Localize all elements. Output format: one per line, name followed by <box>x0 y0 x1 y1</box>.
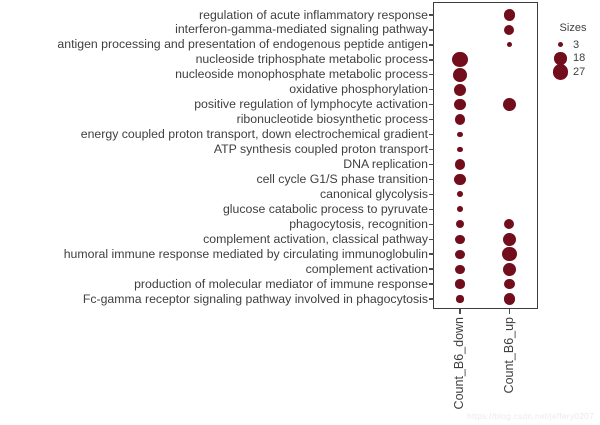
category-label: ATP synthesis coupled proton transport <box>213 142 428 157</box>
watermark-text: https://blog.csdn.net/jeffery0207 <box>467 411 594 421</box>
x-axis-column-label: Count_B6_down <box>452 317 466 410</box>
legend-title: Sizes <box>559 22 587 34</box>
category-label: regulation of acute inflammatory respons… <box>199 7 428 22</box>
data-dot <box>457 146 463 153</box>
data-dot <box>454 98 466 111</box>
y-axis-tick <box>429 208 434 210</box>
data-dot <box>456 295 464 303</box>
y-axis-tick <box>429 163 434 166</box>
legend-dot <box>554 52 567 65</box>
size-legend: Sizes 3 18 27 <box>551 22 597 80</box>
category-label: antigen processing and presentation of e… <box>57 37 428 52</box>
data-dot <box>503 262 516 276</box>
data-dot <box>503 9 516 21</box>
x-axis-tick <box>459 309 461 314</box>
category-label: nucleoside monophosphate metabolic proce… <box>175 67 428 82</box>
data-dot <box>504 278 515 290</box>
data-dot <box>457 191 463 198</box>
category-label: canonical glycolysis <box>320 186 428 201</box>
data-dot <box>455 264 465 274</box>
data-dot <box>452 52 468 68</box>
data-dot <box>454 114 466 126</box>
legend-dot-cell <box>551 42 570 48</box>
y-axis-tick <box>429 103 434 106</box>
category-label: humoral immune response mediated by circ… <box>63 246 428 261</box>
category-label: production of molecular mediator of immu… <box>134 276 428 291</box>
legend-rows: 3 18 27 <box>551 38 597 80</box>
category-label: DNA replication <box>343 157 428 172</box>
y-axis-tick <box>429 29 434 31</box>
y-axis-tick <box>429 59 434 61</box>
legend-entry: 18 <box>551 52 597 66</box>
data-dot <box>457 206 463 213</box>
x-axis-column-label: Count_B6_up <box>501 317 516 394</box>
data-dot <box>454 83 466 96</box>
data-dot <box>455 249 465 259</box>
y-axis-tick <box>429 193 434 196</box>
legend-entry: 27 <box>551 64 597 80</box>
y-axis-tick <box>429 283 434 285</box>
legend-dot <box>558 42 563 48</box>
plot-area <box>433 2 538 309</box>
category-label: cell cycle G1/S phase transition <box>256 171 428 186</box>
category-label: energy coupled proton transport, down el… <box>80 127 428 142</box>
legend-dot-cell <box>551 64 570 80</box>
data-dot <box>457 131 463 138</box>
y-axis-tick <box>429 238 434 240</box>
y-axis-tick <box>429 148 434 151</box>
category-label: complement activation <box>305 261 428 276</box>
y-axis-tick <box>429 178 434 181</box>
y-axis-tick <box>429 89 434 91</box>
data-dot <box>455 220 465 229</box>
category-label: interferon-gamma-mediated signaling path… <box>175 22 428 37</box>
data-dot <box>506 42 512 48</box>
category-label: oxidative phosphorylation <box>289 82 428 97</box>
category-label: phagocytosis, recognition <box>289 216 428 231</box>
y-axis-tick <box>429 253 434 255</box>
category-label: glucose catabolic process to pyruvate <box>222 201 428 216</box>
y-axis-tick <box>429 118 434 121</box>
data-dot <box>453 67 467 82</box>
data-dot <box>454 159 466 170</box>
y-axis-tick <box>429 133 434 136</box>
data-dot <box>454 173 466 185</box>
legend-dot <box>552 64 568 80</box>
legend-dot-cell <box>551 52 570 65</box>
legend-entry: 3 <box>551 38 597 52</box>
y-axis-tick <box>429 74 434 76</box>
legend-value: 27 <box>573 65 586 78</box>
data-dot <box>503 232 516 246</box>
data-dot <box>455 279 465 289</box>
y-axis-tick <box>429 44 434 46</box>
category-label: complement activation, classical pathway <box>203 231 428 246</box>
data-dot <box>502 246 517 262</box>
y-axis-tick <box>429 298 434 300</box>
y-axis-tick <box>429 223 434 225</box>
category-label: nucleoside triphosphate metabolic proces… <box>195 52 428 67</box>
data-dot <box>504 219 515 230</box>
category-label: positive regulation of lymphocyte activa… <box>194 97 428 112</box>
legend-value: 3 <box>573 38 580 51</box>
data-dot <box>503 293 516 305</box>
data-dot <box>504 24 515 35</box>
category-label: Fc-gamma receptor signaling pathway invo… <box>82 291 428 306</box>
data-dot <box>502 97 517 112</box>
x-axis-tick <box>508 309 511 314</box>
category-label: ribonucleotide biosynthetic process <box>236 112 428 127</box>
data-dot <box>455 234 465 244</box>
y-axis-tick <box>429 268 434 270</box>
y-axis-tick <box>429 14 434 16</box>
legend-value: 18 <box>573 52 586 65</box>
